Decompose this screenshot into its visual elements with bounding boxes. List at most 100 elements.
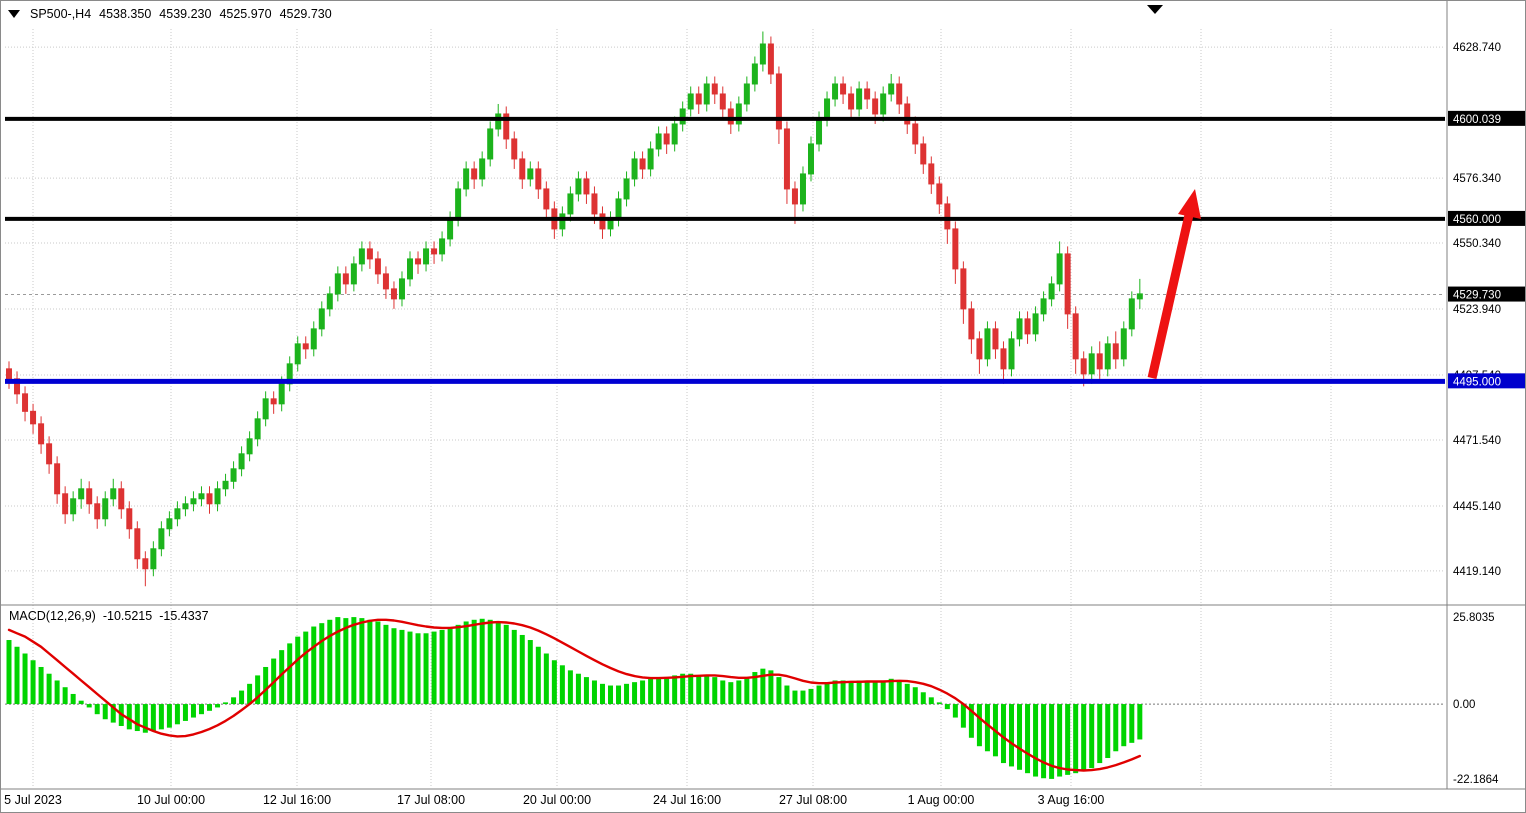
macd-bar	[158, 704, 164, 730]
candle-body	[791, 188, 798, 205]
macd-bar	[38, 666, 44, 705]
candle-body	[1088, 353, 1095, 375]
time-axis-label[interactable]: 12 Jul 16:00	[263, 793, 331, 807]
macd-bar	[760, 668, 766, 705]
candle-body	[775, 73, 782, 130]
candle-body	[318, 308, 325, 330]
candle-body	[960, 268, 967, 310]
candle-body	[126, 508, 133, 530]
macd-bar	[1017, 704, 1023, 770]
macd-bar	[198, 704, 204, 715]
price-axis-label[interactable]: 4576.340	[1453, 173, 1501, 185]
macd-bar	[904, 683, 910, 705]
trend-arrow-head[interactable]	[1178, 189, 1201, 219]
candle-body	[663, 133, 670, 145]
candle-body	[808, 143, 814, 175]
macd-bar	[1129, 704, 1135, 743]
candle-body	[543, 188, 550, 210]
macd-signal-line	[7, 618, 1142, 772]
candle-body	[896, 83, 903, 105]
price-badge[interactable]	[1448, 286, 1525, 302]
time-axis-label[interactable]: 10 Jul 00:00	[137, 793, 205, 807]
time-axis-label[interactable]: 20 Jul 00:00	[523, 793, 591, 807]
macd-bar	[383, 624, 389, 705]
macd-bar	[976, 704, 982, 747]
price-badge[interactable]	[1448, 210, 1525, 226]
time-axis-label[interactable]: 24 Jul 16:00	[653, 793, 721, 807]
time-axis-label[interactable]: 5 Jul 2023	[4, 793, 62, 807]
candle-body	[190, 498, 197, 505]
price-axis-label[interactable]: 4471.540	[1453, 435, 1501, 447]
candle-body	[856, 88, 863, 110]
macd-axis-label[interactable]: -22.1864	[1453, 774, 1499, 786]
candle-body	[840, 83, 847, 95]
candle-body	[872, 98, 879, 115]
macd-bar	[616, 685, 622, 705]
candle-body	[334, 273, 341, 295]
macd-bar	[471, 619, 477, 705]
price-axis-label[interactable]: 4419.140	[1453, 566, 1501, 578]
macd-bar	[1025, 704, 1031, 774]
candle-body	[390, 288, 397, 300]
candle-body	[238, 453, 245, 470]
candle-body	[110, 488, 117, 500]
price-axis-label[interactable]: 4550.340	[1453, 238, 1501, 250]
price-badge[interactable]	[1448, 110, 1525, 126]
macd-bar	[415, 633, 421, 705]
macd-bar	[864, 680, 870, 705]
candle-body	[687, 93, 694, 110]
candle-body	[880, 93, 887, 115]
macd-bar	[295, 636, 301, 705]
trend-arrow-shaft[interactable]	[1147, 214, 1194, 379]
candle-body	[928, 163, 935, 185]
candle-body	[54, 463, 61, 495]
candle-body	[358, 248, 365, 265]
candle-body	[751, 63, 758, 85]
ohlc-low-value: 4525.970	[219, 7, 272, 21]
macd-bar	[624, 683, 630, 705]
candle-body	[1016, 318, 1023, 340]
macd-axis-label[interactable]: 0.00	[1453, 699, 1475, 711]
macd-bar	[174, 704, 180, 725]
time-axis-label[interactable]: 17 Jul 08:00	[397, 793, 465, 807]
macd-bar	[46, 673, 52, 705]
macd-bar	[928, 697, 934, 705]
macd-bar	[207, 704, 212, 711]
candle-body	[487, 128, 494, 160]
candle-body	[575, 178, 582, 195]
candle-body	[1024, 318, 1031, 335]
candle-body	[1112, 343, 1119, 360]
candle-body	[695, 93, 702, 105]
candle-body	[415, 258, 422, 265]
macd-bar	[559, 665, 565, 705]
time-axis-label[interactable]: 3 Aug 16:00	[1038, 793, 1105, 807]
macd-bar	[407, 631, 413, 705]
time-axis-label[interactable]: 1 Aug 00:00	[908, 793, 975, 807]
candle-body	[631, 158, 638, 180]
symbol-timeframe-label: SP500-,H4	[30, 7, 92, 21]
macd-bar	[896, 680, 902, 705]
candle-body	[302, 343, 309, 350]
macd-bar	[351, 617, 357, 705]
candle-body	[783, 128, 790, 190]
candle-body	[182, 503, 189, 510]
macd-bar	[936, 702, 942, 705]
candle-body	[407, 258, 413, 280]
chart-shift-marker-icon[interactable]	[1147, 5, 1163, 14]
price-badge[interactable]	[1448, 373, 1525, 389]
macd-bar	[142, 704, 148, 733]
price-axis-label[interactable]: 4523.940	[1453, 304, 1501, 316]
price-axis-label[interactable]: 4445.140	[1453, 501, 1501, 513]
macd-bar	[455, 624, 461, 705]
price-axis-label[interactable]: 4628.740	[1453, 42, 1501, 54]
candle-body	[952, 228, 959, 270]
ohlc-close-value: 4529.730	[279, 7, 332, 21]
macd-axis-label[interactable]: 25.8035	[1453, 612, 1495, 624]
time-axis-label[interactable]: 27 Jul 08:00	[779, 793, 847, 807]
candle-body	[984, 328, 991, 360]
candle-body	[535, 168, 542, 190]
candle-body	[262, 398, 269, 420]
macd-bar	[656, 677, 662, 705]
macd-bar	[1000, 704, 1006, 764]
